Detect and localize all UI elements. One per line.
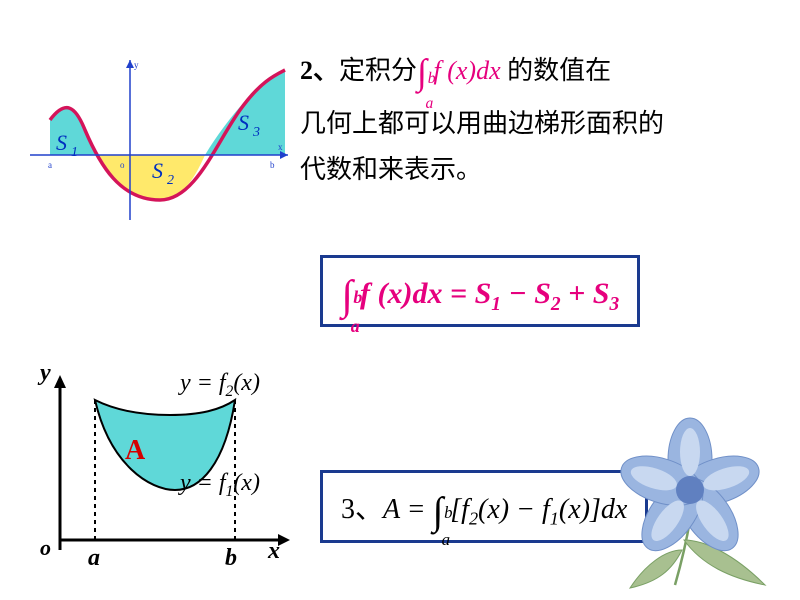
s2-label: S: [152, 158, 163, 183]
explanation-text: 2、定积分∫ba f (x)dx 的数值在 几何上都可以用曲边梯形面积的 代数和…: [300, 35, 790, 194]
f2-label: y = f2(x): [180, 370, 260, 401]
s3-label: S: [238, 110, 249, 135]
svg-text:3: 3: [252, 125, 260, 140]
chart1-diagram: o y x a b S 1 S 2 S 3: [20, 50, 290, 230]
region-a-label: A: [125, 435, 145, 467]
x-axis-label: x: [268, 538, 280, 565]
y-axis-label: y: [40, 360, 51, 387]
svg-text:o: o: [120, 160, 125, 170]
s1-label: S: [56, 130, 67, 155]
svg-text:a: a: [48, 160, 52, 170]
flower-decoration: [590, 390, 790, 590]
item-number-2: 2、: [300, 56, 339, 85]
svg-text:x: x: [278, 142, 283, 152]
svg-text:1: 1: [71, 145, 78, 160]
svg-text:y: y: [134, 60, 139, 70]
f1-label: y = f1(x): [180, 470, 260, 501]
svg-text:2: 2: [167, 173, 174, 188]
a-label: a: [88, 545, 100, 572]
origin-label: o: [40, 535, 51, 561]
formula-1-box: ∫ba f (x)dx = S1 − S2 + S3: [320, 255, 640, 327]
svg-text:b: b: [270, 160, 275, 170]
b-label: b: [225, 545, 237, 572]
inline-integral: ∫ba f (x)dx: [417, 56, 501, 85]
